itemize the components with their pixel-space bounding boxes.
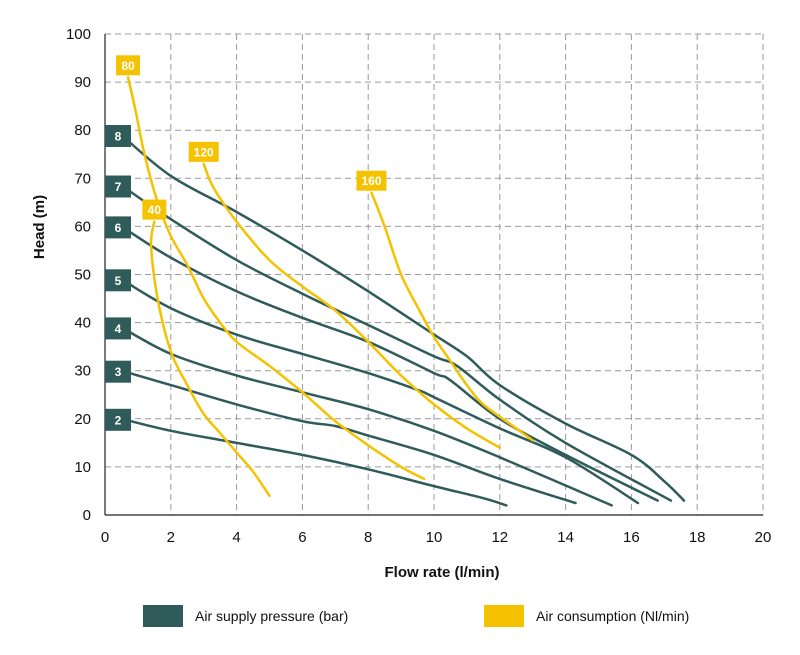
pressure-tag-5-box (105, 269, 131, 292)
x-tick-label: 2 (167, 529, 175, 546)
y-tick-label: 60 (74, 218, 91, 235)
air-tag-40-box (142, 199, 167, 220)
y-tick-label: 40 (74, 315, 91, 332)
pressure-curve-4 (120, 326, 613, 507)
air-tag-160: 160 (361, 174, 381, 188)
curve-tags: 2 3 4 5 6 7 8 40 80 120 160 (105, 55, 387, 431)
y-tick-label: 10 (74, 459, 91, 476)
x-tick-label: 4 (232, 529, 240, 546)
air-curve-120 (202, 162, 502, 449)
legend: Air supply pressure (bar) Air consumptio… (143, 605, 689, 627)
y-tick-label: 80 (74, 122, 91, 139)
legend-air-swatch (484, 605, 524, 627)
pressure-curve-2 (120, 417, 508, 507)
pressure-tag-7: 7 (115, 180, 122, 194)
pressure-curve-3 (120, 369, 577, 505)
legend-pressure-label: Air supply pressure (bar) (195, 608, 348, 624)
air-curve-40 (149, 220, 271, 498)
air-tag-80-box (116, 55, 141, 76)
pressure-curve-7 (120, 184, 673, 502)
axes: 0 2 4 6 8 10 12 14 16 18 20 0 10 20 30 40 50 60 70 80 90 100 (66, 26, 771, 546)
x-tick-label: 14 (557, 529, 574, 546)
legend-air-label: Air consumption (Nl/min) (536, 608, 689, 624)
grid (105, 33, 764, 515)
pressure-tag-4-box (105, 317, 131, 340)
pressure-tag-7-box (105, 175, 131, 198)
y-tick-label: 30 (74, 363, 91, 380)
pressure-tag-6-box (105, 216, 131, 239)
x-tick-label: 6 (298, 529, 306, 546)
pressure-tag-8-box (105, 125, 131, 148)
y-tick-label: 50 (74, 267, 91, 284)
pressure-tag-4: 4 (115, 322, 122, 336)
legend-pressure-swatch (143, 605, 183, 627)
x-tick-label: 12 (491, 529, 508, 546)
air-tag-40: 40 (148, 203, 162, 217)
air-tag-120-box (188, 141, 219, 162)
y-tick-label: 70 (74, 170, 91, 187)
pressure-curve-5 (120, 278, 640, 505)
pressure-tag-2-box (105, 408, 131, 431)
pressure-tag-3-box (105, 360, 131, 383)
x-tick-label: 16 (623, 529, 640, 546)
air-tag-80: 80 (121, 59, 135, 73)
pressure-tag-5: 5 (115, 274, 122, 288)
curves (120, 76, 686, 507)
air-tag-160-box (356, 170, 387, 191)
x-tick-label: 0 (101, 529, 109, 546)
pressure-curve-6 (120, 225, 659, 502)
y-axis-title: Head (m) (31, 195, 48, 259)
pressure-tag-3: 3 (115, 365, 122, 379)
x-tick-label: 18 (689, 529, 706, 546)
y-tick-label: 0 (83, 507, 91, 524)
x-axis-title: Flow rate (l/min) (384, 564, 499, 581)
y-tick-label: 20 (74, 411, 91, 428)
air-curve-160 (370, 191, 534, 442)
y-tick-label: 100 (66, 26, 91, 43)
air-curve-80 (126, 76, 426, 481)
pressure-tag-2: 2 (115, 413, 122, 427)
x-tick-label: 8 (364, 529, 372, 546)
x-tick-label: 10 (426, 529, 443, 546)
air-tag-120: 120 (194, 145, 214, 159)
x-tick-label: 20 (755, 529, 772, 546)
pressure-tag-8: 8 (115, 130, 122, 144)
pressure-tag-6: 6 (115, 221, 122, 235)
y-tick-label: 90 (74, 74, 91, 91)
